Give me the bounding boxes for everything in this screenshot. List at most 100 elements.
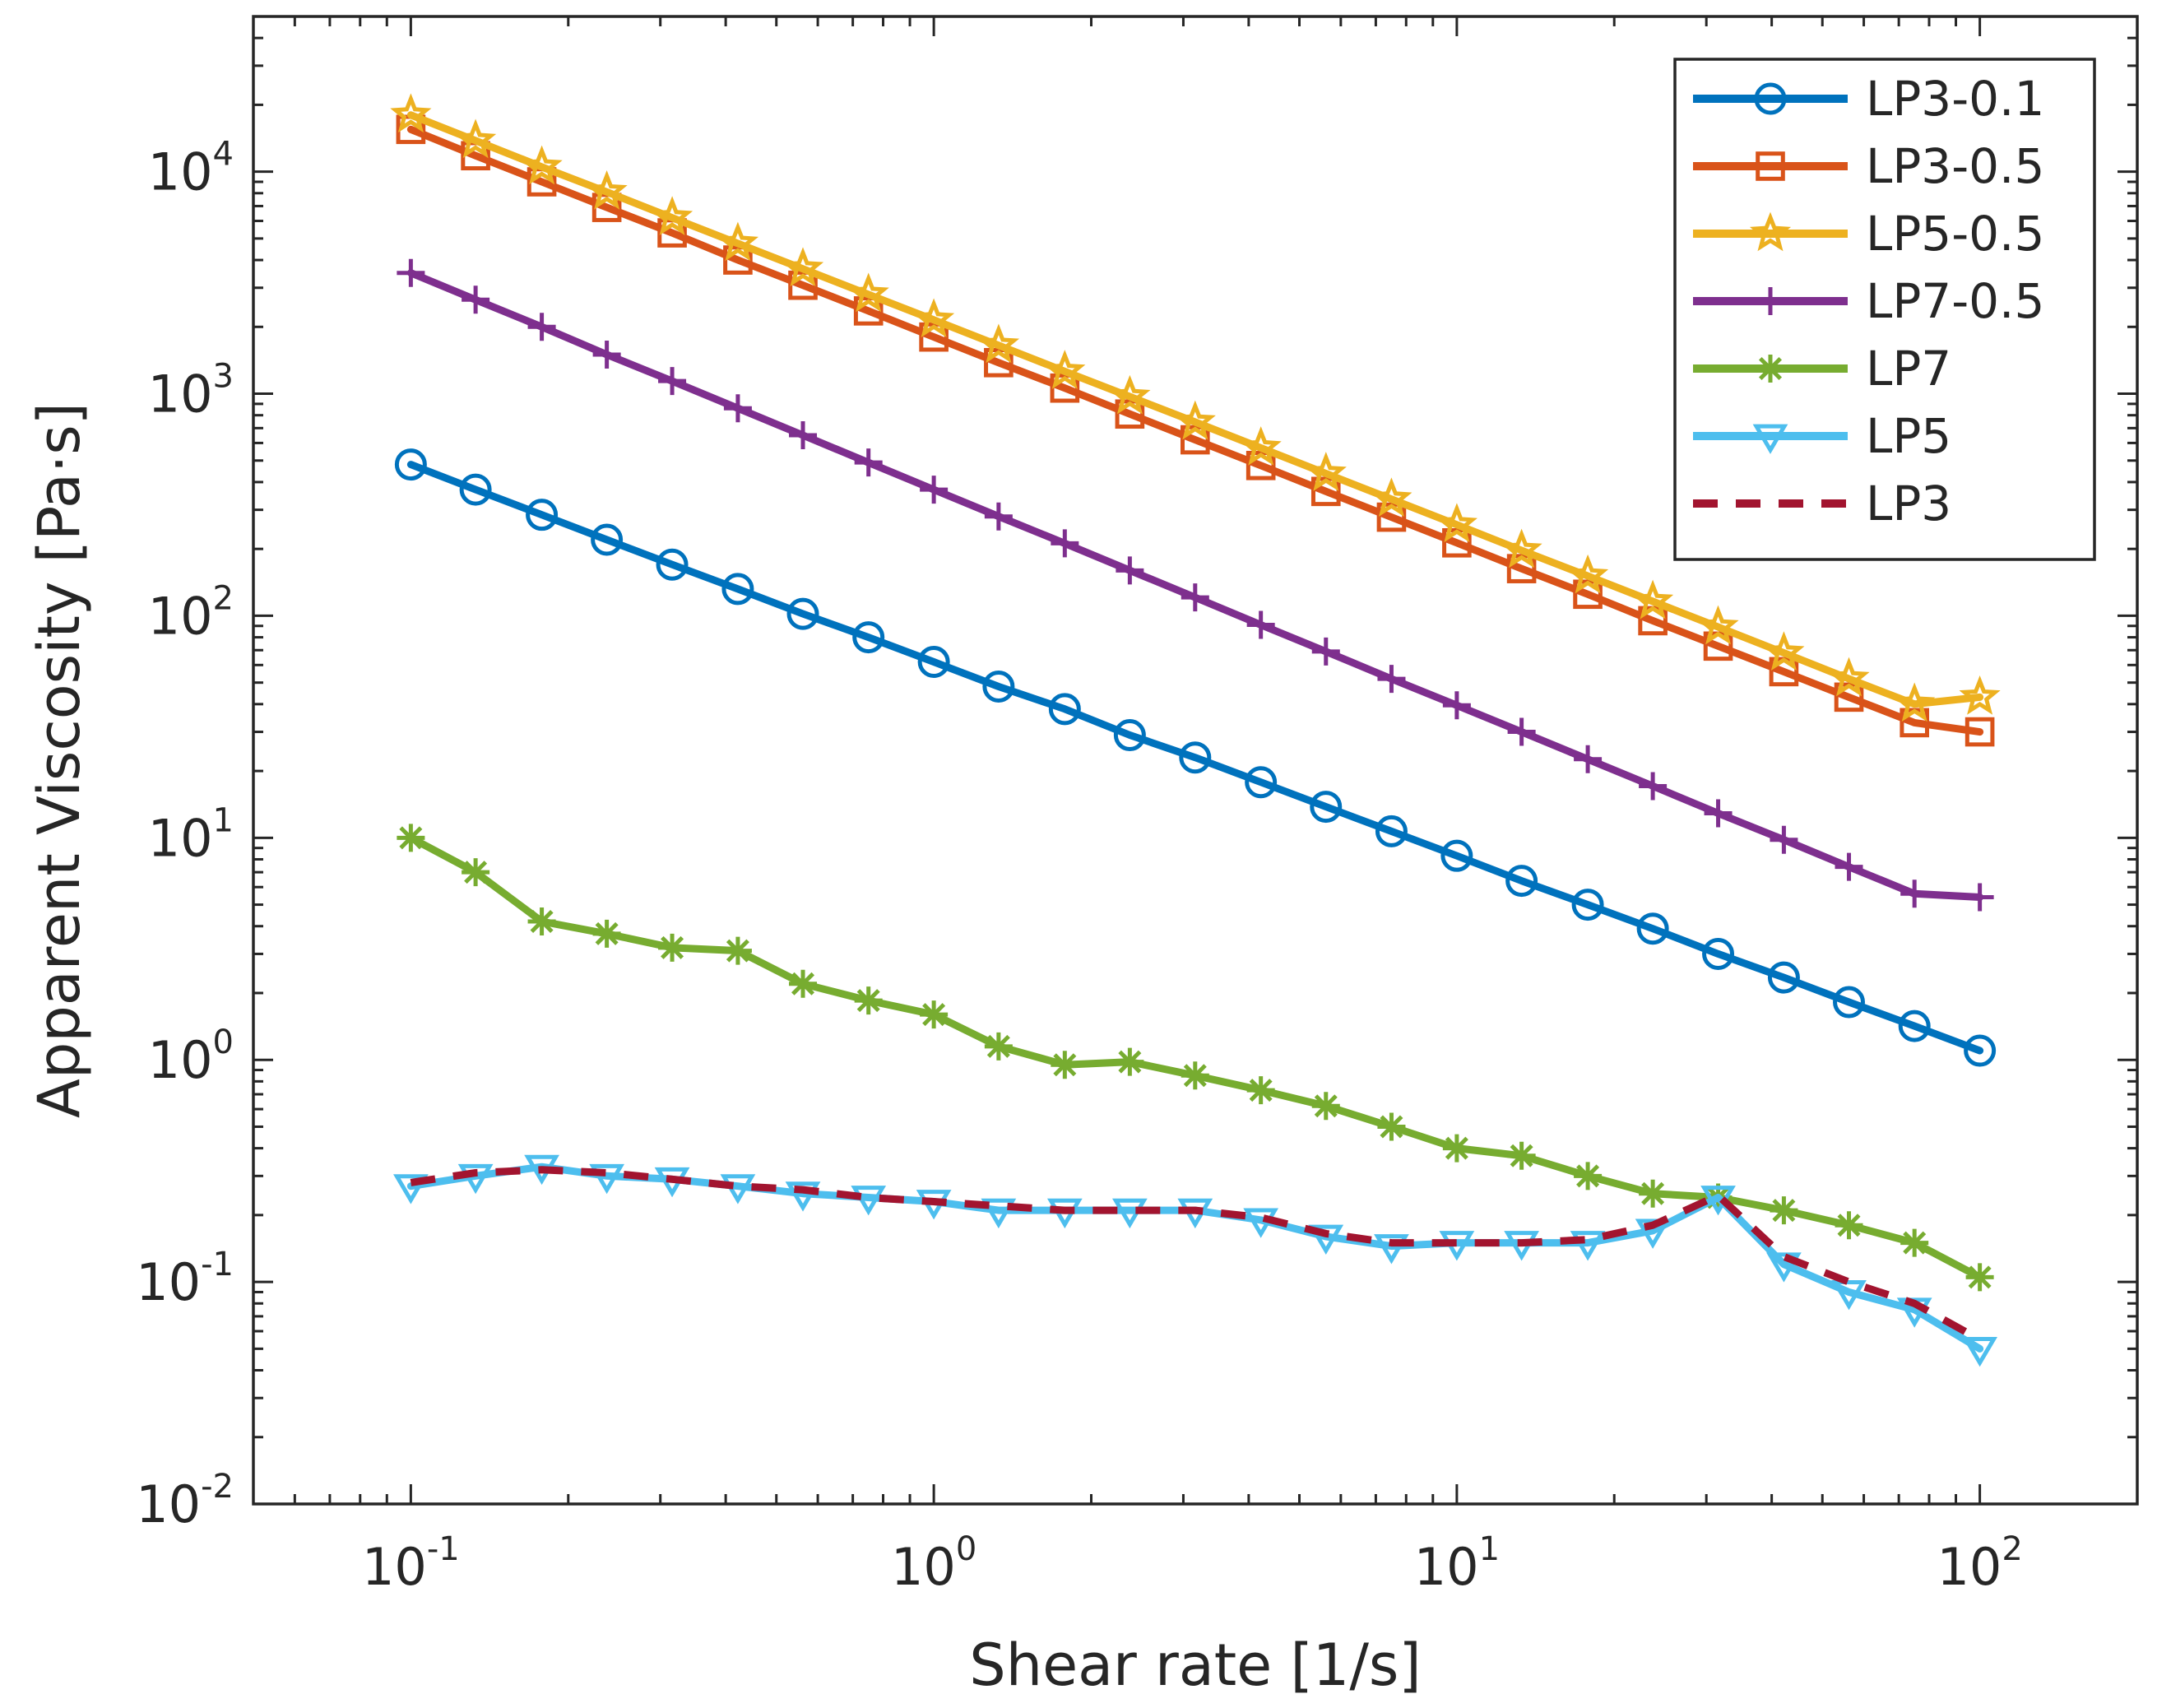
data-point-asterisk (1116, 1047, 1144, 1076)
data-point-plus (984, 502, 1013, 531)
data-point-asterisk (658, 933, 687, 962)
data-point-circle (852, 621, 885, 654)
legend-label: LP3-0.5 (1866, 138, 2044, 194)
legend: LP3-0.1 LP3-0.5 LP5-0.5 LP7-0.5 LP7 LP5 LP3 (1673, 58, 2096, 561)
x-tick-base: 10 (1414, 1537, 1479, 1597)
data-point-star (913, 298, 955, 338)
data-point-circle (1964, 1034, 1997, 1067)
series-line (410, 1166, 1982, 1344)
x-tick-label: 102 (1937, 1530, 2022, 1597)
data-point-asterisk (1756, 355, 1784, 383)
data-point-star (390, 93, 432, 133)
data-point-asterisk (1181, 1061, 1209, 1090)
data-point-asterisk (723, 936, 752, 965)
data-point-star (1371, 477, 1412, 518)
data-point-triangle (1635, 1218, 1671, 1249)
data-point-plus (1639, 772, 1668, 801)
data-point-triangle (1766, 1252, 1802, 1283)
x-axis-label: Shear rate [1/s] (969, 1631, 1421, 1699)
x-tick-base: 10 (362, 1537, 427, 1597)
data-point-star (1109, 374, 1151, 415)
data-point-plus (1756, 287, 1784, 315)
data-point-star (1044, 350, 1086, 389)
series-lp3-0-1 (394, 448, 1997, 1067)
x-tick-exponent: 0 (956, 1530, 976, 1568)
data-point-plus (592, 341, 621, 369)
data-point-asterisk (1246, 1076, 1275, 1105)
y-tick-exponent: -2 (201, 1468, 234, 1506)
data-point-asterisk (1442, 1134, 1471, 1163)
data-point-asterisk (527, 907, 556, 936)
series-lp7-0-5 (397, 258, 1994, 912)
data-point-star (1894, 682, 1936, 722)
data-point-plus (723, 394, 752, 423)
axes-box (252, 15, 2139, 1506)
data-point-circle (982, 670, 1015, 703)
legend-box (1673, 58, 2096, 561)
legend-entry: LP5-0.5 (1693, 206, 2044, 262)
data-point-circle (1833, 986, 1866, 1019)
y-tick-exponent: 1 (213, 801, 234, 839)
data-point-triangle (851, 1186, 887, 1216)
data-point-circle (1754, 82, 1787, 115)
data-point-star (717, 221, 758, 262)
data-point-plus (1770, 825, 1798, 854)
data-point-asterisk (1639, 1179, 1668, 1208)
data-point-triangle (457, 1163, 494, 1195)
data-point-plus (1965, 883, 1994, 912)
x-tick-label: 101 (1414, 1530, 1500, 1597)
y-tick-base: 10 (148, 808, 213, 868)
data-point-plus (527, 313, 556, 341)
data-point-star (1763, 631, 1805, 671)
data-point-plus (397, 258, 425, 287)
data-point-circle (917, 645, 950, 678)
x-tick-exponent: -1 (427, 1530, 460, 1568)
data-point-star (847, 272, 889, 313)
data-point-star (1174, 400, 1216, 440)
series-lp5-0-5 (390, 93, 2001, 722)
data-point-triangle (1570, 1231, 1606, 1261)
data-point-square (1964, 717, 1995, 747)
y-tick-label: 102 (148, 579, 234, 646)
y-tick-base: 10 (148, 586, 213, 646)
legend-entry: LP5 (1693, 408, 1951, 464)
x-tick-label: 100 (891, 1530, 976, 1597)
data-point-star (455, 118, 497, 159)
y-tick-exponent: 4 (213, 136, 234, 174)
series-line (406, 125, 1984, 736)
data-point-circle (1310, 791, 1343, 824)
data-point-star (1305, 452, 1347, 491)
data-point-circle (1048, 693, 1081, 726)
y-tick-label: 10-2 (136, 1468, 234, 1534)
series-line (406, 111, 1984, 708)
data-point-circle (1636, 912, 1669, 945)
legend-entry: LP3-0.5 (1693, 138, 2044, 194)
data-point-triangle (589, 1163, 624, 1195)
data-point-asterisk (1377, 1112, 1406, 1141)
legend-entry: LP3-0.1 (1693, 71, 2044, 127)
data-point-plus (920, 476, 949, 504)
data-point-plus (462, 285, 490, 314)
data-point-circle (721, 573, 754, 606)
data-point-plus (1116, 556, 1144, 585)
legend-entry: LP3 (1693, 476, 1951, 531)
data-point-circle (1375, 815, 1408, 847)
y-tick-base: 10 (136, 1474, 201, 1534)
data-point-circle (1245, 766, 1278, 799)
data-point-triangle (1374, 1234, 1409, 1265)
data-point-asterisk (1574, 1162, 1603, 1190)
data-point-asterisk (592, 919, 621, 948)
legend-label: LP5-0.5 (1866, 206, 2044, 262)
legend-label: LP3-0.1 (1866, 71, 2044, 127)
series-lp3 (410, 1166, 1982, 1344)
data-point-plus (1442, 691, 1471, 720)
data-point-asterisk (789, 969, 818, 998)
data-point-triangle (785, 1181, 821, 1212)
y-tick-base: 10 (148, 364, 213, 425)
data-point-square (1756, 151, 1785, 181)
y-tick-label: 104 (148, 136, 234, 202)
data-point-plus (1181, 583, 1209, 612)
y-tick-exponent: 2 (213, 579, 234, 617)
data-point-plus (1835, 852, 1863, 881)
